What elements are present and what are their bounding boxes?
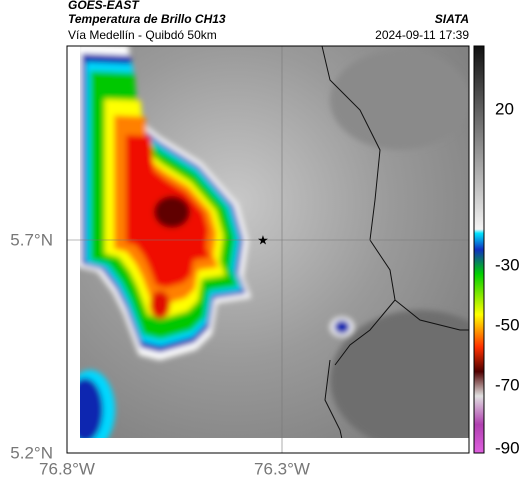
y-tick-label: 5.7°N — [10, 230, 53, 249]
agency: SIATA — [435, 12, 469, 26]
source: GOES-EAST — [68, 0, 140, 12]
y-tick-label: 5.2°N — [10, 443, 53, 462]
colorbar — [473, 45, 485, 454]
star-marker: ★ — [257, 232, 269, 247]
title: Temperatura de Brillo CH13 — [68, 12, 226, 26]
x-tick-label: 76.3°W — [254, 459, 310, 478]
subtitle: Vía Medellín - Quibdó 50km — [68, 28, 217, 42]
colorbar-label: -70 — [495, 375, 520, 394]
colorbar-label: -90 — [495, 438, 520, 457]
x-tick-label: 76.8°W — [39, 459, 95, 478]
datetime: 2024-09-11 17:39 — [375, 28, 469, 42]
colorbar-label: -50 — [495, 315, 520, 334]
satellite-image — [80, 46, 469, 438]
colorbar-label: 20 — [495, 99, 514, 118]
plot-frame — [66, 45, 470, 454]
colorbar-label: -30 — [495, 255, 520, 274]
